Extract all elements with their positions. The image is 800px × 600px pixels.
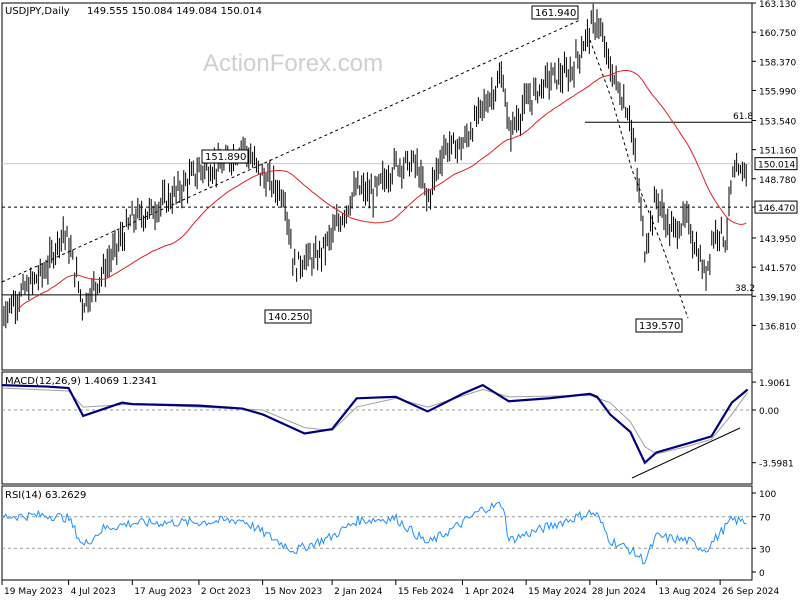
price-tick-label: 160.750 (759, 29, 796, 39)
price-pane (1, 2, 753, 371)
annotation-139570-box (635, 318, 683, 333)
rsi-pane (1, 485, 753, 581)
support-price-label: 146.470 (758, 204, 795, 214)
rsi-tick-label: 0 (759, 569, 765, 579)
rsi-line (1, 501, 747, 565)
price-tick-label: 158.370 (759, 58, 796, 68)
date-tick-label: 15 Feb 2024 (398, 587, 454, 597)
rsi-tick-label: 100 (759, 490, 776, 500)
annotation-140250: 140.250 (268, 312, 309, 323)
rsi-tick-label: 70 (759, 514, 771, 524)
macd-pane (1, 371, 753, 485)
rsi-title: RSI(14) 63.2629 (5, 490, 86, 501)
rsi-tick-label: 30 (759, 545, 771, 555)
price-tick-label: 139.190 (759, 293, 796, 303)
chart-symbol: USDJPY,Daily (5, 6, 70, 17)
fib-618-label: 61.8 (733, 112, 753, 122)
price-tick-label: 151.160 (759, 147, 796, 157)
macd-tick-label: 0.00 (759, 407, 779, 417)
price-tick-label: 141.570 (759, 264, 796, 274)
watermark: ActionForex.com (203, 50, 383, 77)
macd-tick-label: -3.5981 (759, 460, 794, 470)
date-tick-label: 26 Sep 2024 (722, 587, 779, 597)
date-tick-label: 13 Aug 2024 (658, 587, 716, 597)
date-tick-label: 2 Jan 2024 (334, 587, 382, 597)
macd-tick-label: 1.9061 (759, 379, 791, 389)
macd-line (1, 383, 749, 465)
last-price-label: 150.014 (758, 161, 795, 171)
date-tick-label: 28 Jun 2024 (592, 587, 646, 597)
date-tick-label: 19 May 2023 (4, 587, 63, 597)
fib-projection-line (589, 39, 689, 319)
date-tick-label: 17 Aug 2023 (134, 587, 192, 597)
annotation-140250-box (264, 309, 312, 324)
price-tick-label: 163.130 (759, 0, 796, 10)
trend-line (1, 19, 581, 283)
price-tick-label: 155.990 (759, 87, 796, 97)
annotation-151890-box (201, 149, 249, 164)
annotation-139570: 139.570 (639, 321, 680, 332)
date-tick-label: 2 Oct 2023 (201, 587, 251, 597)
date-tick-label: 15 May 2024 (528, 587, 587, 597)
fib-382-label: 38.2 (735, 284, 755, 294)
date-tick-label: 4 Jul 2023 (71, 587, 116, 597)
moving-average-line (17, 69, 747, 310)
last-price-box (754, 157, 798, 171)
macd-trend-line (631, 427, 741, 479)
annotation-161940: 161.940 (535, 8, 576, 19)
macd-title: MACD(12,26,9) 1.4069 1.2341 (5, 376, 157, 387)
date-tick-label: 15 Nov 2023 (265, 587, 323, 597)
price-tick-label: 143.950 (759, 235, 796, 245)
support-price-box (754, 200, 798, 214)
annotation-161940-box (531, 5, 579, 20)
date-tick-label: 1 Apr 2024 (464, 587, 514, 597)
chart-ohlc: 149.555 150.084 149.084 150.014 (87, 6, 262, 17)
price-tick-label: 153.540 (759, 117, 796, 127)
price-tick-label: 148.780 (759, 176, 796, 186)
annotation-151890: 151.890 (205, 152, 246, 163)
price-tick-label: 136.810 (759, 322, 796, 332)
